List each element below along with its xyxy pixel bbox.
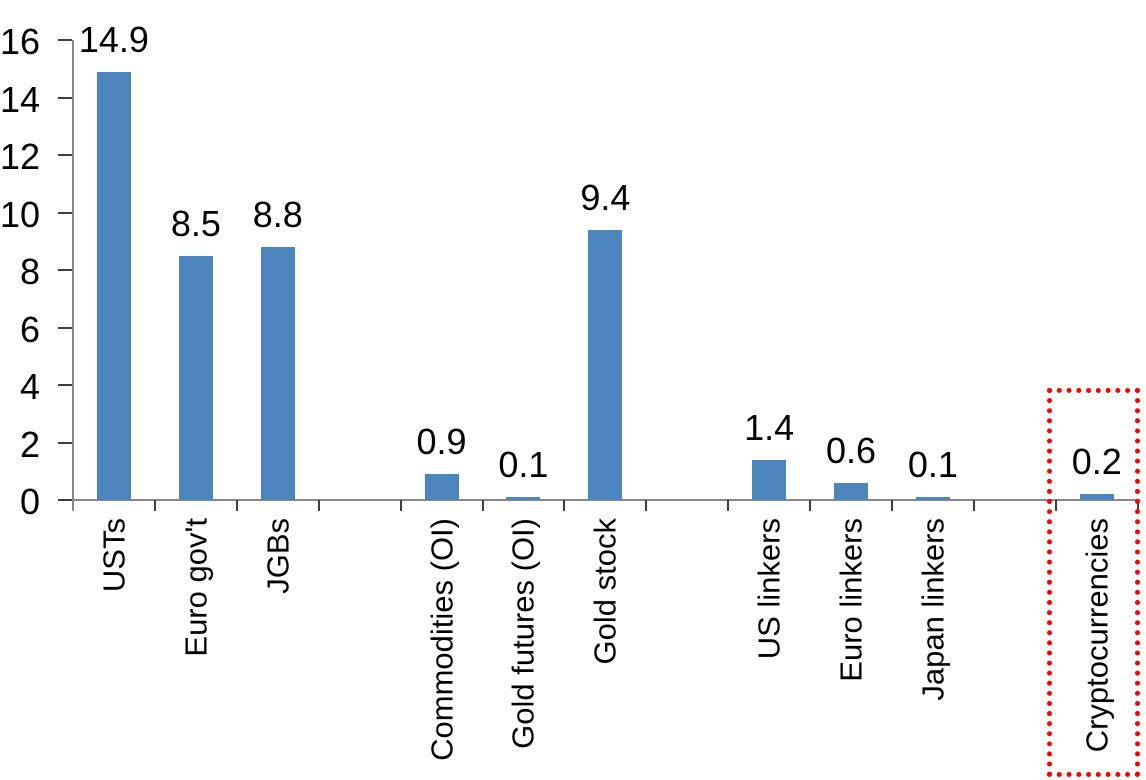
y-axis-tick [58, 441, 72, 444]
y-tick-label: 12 [0, 136, 41, 177]
bar-value-label: 9.4 [580, 176, 631, 218]
x-axis-tick [399, 500, 402, 511]
bar [260, 247, 295, 500]
y-axis-line [72, 40, 74, 511]
bar [834, 482, 869, 500]
bar-value-label: 0.1 [498, 444, 549, 486]
y-tick-label: 6 [19, 308, 40, 350]
x-axis-tick [235, 500, 238, 511]
y-tick-label: 8 [19, 251, 40, 292]
bar-value-label: 0.1 [907, 444, 958, 486]
x-axis-tick [891, 500, 893, 511]
highlight-box [1047, 388, 1140, 777]
category-label: US linkers [751, 518, 787, 660]
bar [506, 497, 541, 500]
category-label: Euro gov't [178, 518, 214, 657]
y-axis-tick [58, 39, 72, 41]
bar [424, 474, 459, 500]
category-label: Japan linkers [915, 518, 951, 701]
x-axis-tick [809, 500, 812, 511]
bar-value-label: 0.6 [826, 429, 877, 471]
category-label: Commodities (OI) [424, 518, 460, 761]
y-axis-tick [58, 499, 72, 501]
y-axis-tick [58, 326, 72, 329]
y-axis-tick [58, 384, 72, 386]
bar-value-label: 0.2 [1071, 441, 1122, 483]
x-axis-tick [481, 500, 484, 511]
y-tick-label: 16 [0, 21, 41, 62]
x-axis-tick [727, 500, 730, 511]
category-label: Gold stock [587, 518, 623, 665]
x-axis-tick [563, 500, 566, 511]
bar-value-label: 1.4 [744, 406, 795, 448]
x-axis-tick [153, 500, 156, 511]
y-axis-tick [58, 211, 72, 214]
category-label: JGBs [260, 518, 296, 594]
y-tick-label: 0 [19, 481, 40, 522]
bar-value-label: 8.8 [252, 194, 303, 235]
bar [588, 229, 623, 500]
y-axis-tick [58, 96, 72, 99]
bar-value-label: 14.9 [78, 18, 149, 60]
category-label: Euro linkers [833, 518, 869, 682]
y-tick-label: 10 [0, 193, 41, 235]
y-axis-tick [58, 154, 72, 156]
category-label: USTs [96, 518, 132, 593]
y-tick-label: 14 [0, 78, 41, 120]
x-axis-tick [1054, 500, 1057, 511]
y-axis-tick [58, 269, 72, 271]
x-axis-tick [645, 500, 648, 511]
y-tick-label: 4 [19, 366, 40, 407]
bar-value-label: 8.5 [170, 202, 221, 244]
x-axis-tick [972, 500, 975, 511]
bar [752, 459, 787, 500]
bar [915, 497, 950, 500]
y-tick-label: 2 [19, 423, 40, 465]
bar [178, 255, 213, 500]
bar [96, 71, 131, 500]
bar-value-label: 0.9 [416, 421, 467, 463]
category-label: Gold futures (OI) [505, 518, 541, 749]
x-axis-line [72, 499, 1140, 501]
bar [1079, 494, 1114, 500]
x-axis-tick [317, 500, 320, 511]
